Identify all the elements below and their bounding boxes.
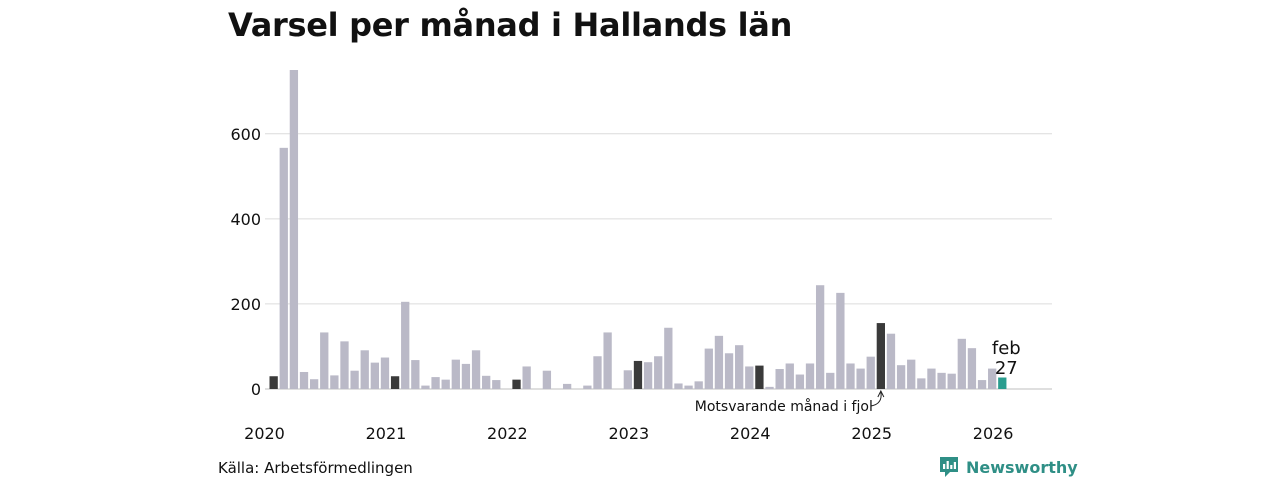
x-tick-label: 2021 [366,424,407,443]
bar [289,70,299,389]
bar [512,379,521,389]
bar [988,368,997,389]
bar [694,381,703,389]
bar [411,360,420,389]
bar [664,327,673,389]
bar [309,379,319,389]
bar [745,366,754,389]
bar [815,285,825,389]
newsworthy-logo[interactable]: Newsworthy [938,455,1078,479]
bar [492,380,501,389]
bar [755,365,764,389]
y-tick-label: 200 [230,295,261,314]
gridlines [265,133,1052,390]
bar [421,385,430,389]
bar [805,363,815,389]
bar [522,366,531,389]
bar [674,383,683,389]
bar [724,353,734,389]
bar [785,363,794,389]
bar [775,369,784,389]
bar [461,363,471,389]
bar [795,374,805,389]
bar [431,377,440,389]
bar [866,356,875,389]
bar-current [998,377,1007,389]
bar [441,379,450,389]
bar [846,363,855,389]
bar [603,332,612,389]
bar [370,362,379,389]
bar [380,357,390,389]
bar [623,370,632,389]
bar [947,373,956,389]
y-tick-label: 600 [230,125,261,144]
bar [714,335,724,389]
y-tick-label: 0 [251,380,261,399]
bar [937,372,946,389]
newsworthy-icon [940,457,958,477]
bar [886,333,896,389]
brand-label: Newsworthy [966,457,1078,477]
bar [704,348,713,389]
current-value-label: 27 [995,358,1018,379]
bar [340,341,349,389]
bar [330,375,339,389]
x-tick-label: 2024 [730,424,771,443]
bar [977,380,987,389]
bar [451,359,460,389]
x-tick-label: 2020 [244,424,285,443]
bar [401,301,410,389]
bar [826,372,835,389]
bar [654,356,663,389]
bar [299,371,309,389]
annotation-arrow [870,391,882,407]
x-axis-year-labels: 2020 2021 2022 2023 2024 2025 2026 [244,424,1013,443]
bar [836,292,845,389]
bar [583,385,592,389]
bar [633,360,643,389]
bar [471,350,481,389]
bar [593,356,602,389]
bar [390,376,400,389]
bar [562,383,572,389]
bar [269,376,278,389]
x-tick-label: 2022 [487,424,528,443]
x-tick-label: 2025 [851,424,892,443]
x-tick-label: 2023 [608,424,649,443]
current-month-label: feb [992,338,1021,359]
bar [957,338,966,389]
bar [542,370,552,389]
bar [917,378,926,389]
chart-title: Varsel per månad i Hallands län [228,6,793,44]
bar [360,350,369,389]
bar [927,368,936,389]
annotation-text: Motsvarande månad i fjol [695,398,873,415]
bar [279,147,288,389]
source-note: Källa: Arbetsförmedlingen [218,459,413,477]
x-tick-label: 2026 [973,424,1014,443]
bar [876,323,885,389]
y-tick-label: 400 [230,210,261,229]
annotation-arrowhead [877,389,885,398]
bar [967,348,977,389]
bar [320,332,329,389]
bars [269,70,1007,389]
bar [896,365,906,389]
bar [907,359,916,389]
bar [735,345,744,389]
bar [684,385,693,389]
bar [350,370,359,389]
bar [856,368,865,389]
y-axis-ticks: 0 200 400 600 [230,125,261,399]
bar [643,362,653,389]
bar [765,386,774,389]
bar [482,375,491,389]
